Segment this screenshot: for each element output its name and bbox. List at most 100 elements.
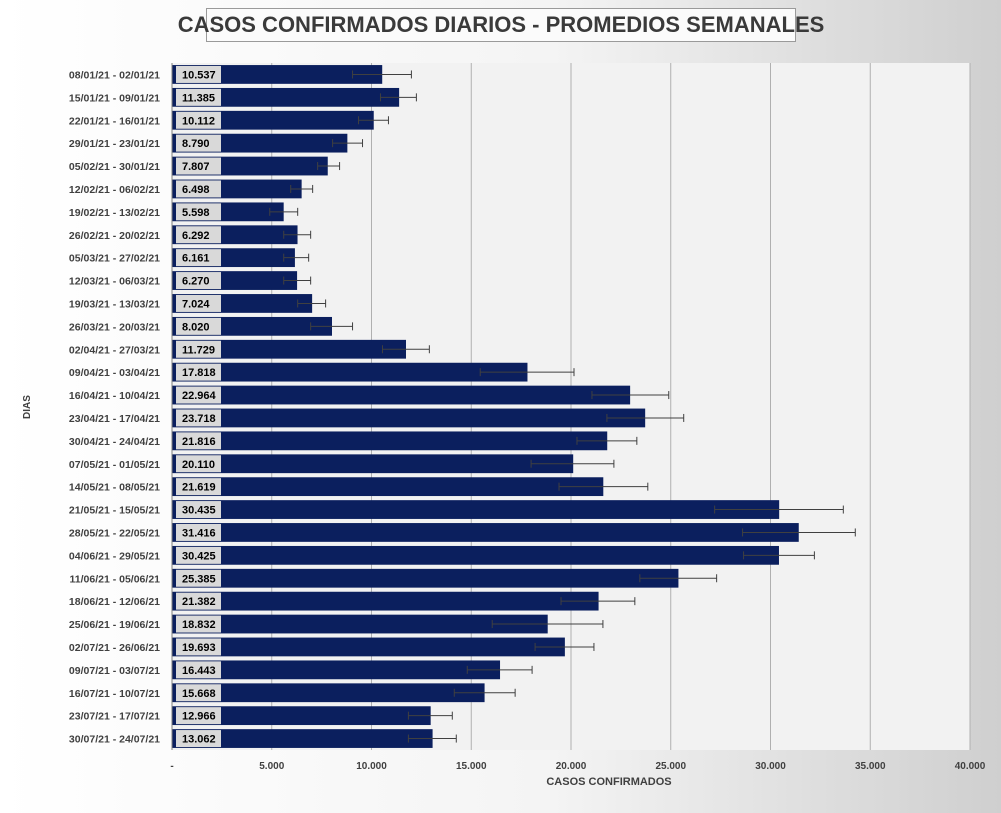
error-bar [558,482,649,491]
category-label: 04/06/21 - 29/05/21 [69,550,160,562]
value-label-box [176,569,221,587]
x-axis-title: CASOS CONFIRMADOS [546,776,671,788]
error-bar [479,368,575,377]
category-labels-group: 08/01/21 - 02/01/21 15/01/21 - 09/01/21 22… [69,69,160,745]
error-bar [560,597,636,606]
value-label-box [176,272,221,290]
category-label: 26/02/21 - 20/02/21 [69,230,160,242]
category-label: 08/01/21 - 02/01/21 [69,69,160,81]
value-label-box [176,386,221,404]
error-bar [317,162,341,171]
value-label: 22.964 [182,390,217,402]
x-tick-label: 5.000 [259,761,284,772]
error-bar [530,459,615,468]
x-tick-label: 35.000 [855,761,886,772]
bar [172,431,608,451]
error-bars-group [269,70,856,743]
bar [172,454,574,474]
value-label: 10.112 [182,115,215,127]
category-label: 16/04/21 - 10/04/21 [69,390,160,402]
bar [172,362,528,382]
category-label: 12/02/21 - 06/02/21 [69,184,160,196]
value-label: 31.416 [182,527,216,539]
value-label-box [176,340,221,358]
error-bar [352,70,412,79]
category-label: 09/07/21 - 03/07/21 [69,665,160,677]
error-bar [297,299,327,308]
value-label: 16.443 [182,665,216,677]
bar [172,477,604,497]
error-bar [491,620,604,629]
value-label: 23.718 [182,413,216,425]
value-label-box [176,432,221,450]
category-label: 28/05/21 - 22/05/21 [69,527,160,539]
bar [172,500,780,519]
value-label: 19.693 [182,642,216,654]
bar [172,339,406,359]
x-tick-labels-group: - 5.000 10.000 15.000 20.000 25.000 30.000 35.0… [170,761,985,772]
value-label-box [176,661,221,679]
bar [172,385,631,405]
bar [172,683,485,703]
value-label: 13.062 [182,734,216,746]
value-label-box [176,455,221,473]
error-bar [742,528,856,537]
category-label: 11/06/21 - 05/06/21 [70,573,161,585]
value-label: 6.161 [182,253,210,265]
y-axis-title: DIAS [22,395,33,419]
category-label: 23/04/21 - 17/04/21 [69,413,160,425]
error-bar [381,345,430,354]
category-label: 02/04/21 - 27/03/21 [69,344,160,356]
value-label: 7.024 [182,298,210,310]
error-bar [407,734,457,743]
value-label: 18.832 [182,619,216,631]
category-label: 07/05/21 - 01/05/21 [69,459,160,471]
bar [172,65,383,84]
value-label: 7.807 [182,161,210,173]
bar [172,660,501,680]
value-label: 8.790 [182,138,210,150]
value-label: 21.619 [182,482,216,494]
error-bar [269,207,299,216]
category-label: 12/03/21 - 06/03/21 [69,276,160,288]
category-label: 18/06/21 - 12/06/21 [69,596,160,608]
value-label: 6.292 [182,230,210,242]
value-label-box [176,65,221,83]
category-label: 19/02/21 - 13/02/21 [69,207,160,219]
value-label: 21.816 [182,436,216,448]
value-label-box [176,523,221,541]
value-label-box [176,180,221,198]
x-tick-label: - [170,761,173,772]
x-tick-label: 40.000 [955,761,986,772]
bar [172,87,400,107]
value-label: 30.425 [182,550,216,562]
value-label-box [176,203,221,221]
error-bar [534,642,595,651]
bar [172,706,431,726]
error-bar [743,551,815,560]
value-label-box [176,501,221,519]
error-bar [290,184,314,193]
category-label: 26/03/21 - 20/03/21 [69,321,160,333]
error-bar [283,276,312,285]
value-label: 21.382 [182,596,216,608]
value-label: 30.435 [182,505,216,517]
category-label: 29/01/21 - 23/01/21 [69,138,160,150]
value-label-box [176,615,221,633]
error-bar [639,574,718,583]
category-label: 25/06/21 - 19/06/21 [69,619,160,631]
error-bar [466,665,533,674]
value-label: 17.818 [182,367,216,379]
value-label: 6.270 [182,276,210,288]
value-label-box [176,684,221,702]
error-bar [358,116,389,125]
value-label: 5.598 [182,207,210,219]
value-labels-group: 10.537 11.385 10.112 8.790 7.807 6.498 5.598 6.… [176,65,221,748]
gridlines [271,63,971,750]
value-label-box [176,134,221,152]
bar [172,568,679,588]
bar [172,545,779,565]
category-label: 05/02/21 - 30/01/21 [69,161,160,173]
value-label-box [176,478,221,496]
